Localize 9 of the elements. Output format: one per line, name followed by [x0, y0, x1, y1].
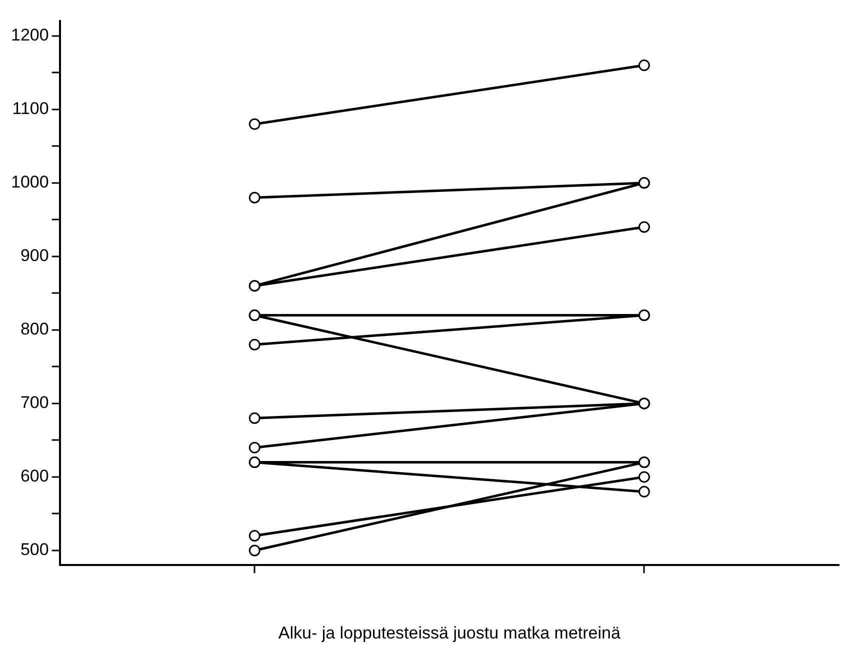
y-tick-label: 1200	[10, 26, 49, 45]
x-axis-title: Alku- ja lopputesteissä juostu matka metreinä	[278, 623, 621, 642]
y-tick-label: 600	[20, 466, 49, 486]
y-tick-label: 1000	[10, 172, 49, 192]
y-tick-label: 900	[20, 246, 49, 266]
y-tick-label: 700	[20, 393, 49, 412]
y-tick-label: 800	[20, 320, 49, 339]
y-tick-label: 500	[20, 540, 49, 560]
y-tick-label: 1100	[12, 99, 49, 118]
